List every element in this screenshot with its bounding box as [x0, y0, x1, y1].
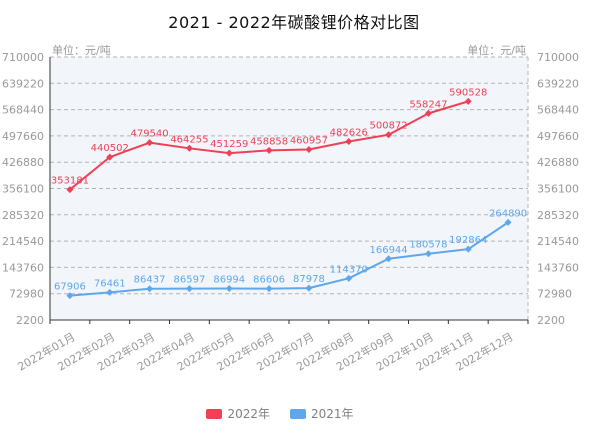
data-point-label: 264890: [489, 208, 527, 219]
y-axis-label-left: 497660: [2, 130, 44, 143]
y-axis-label-left: 2200: [16, 314, 44, 327]
data-point-marker: [464, 97, 472, 105]
legend-label: 2022年: [227, 407, 270, 421]
data-point-label: 464255: [170, 134, 208, 145]
y-axis-label-right: 285320: [537, 209, 579, 222]
data-point-label: 500872: [369, 121, 407, 132]
data-point-marker: [424, 109, 432, 117]
y-axis-label-left: 214540: [2, 235, 44, 248]
data-point-marker: [345, 274, 353, 282]
data-point-label: 590528: [449, 87, 487, 98]
data-point-label: 114370: [330, 264, 368, 275]
data-point-marker: [146, 139, 154, 147]
data-point-label: 67906: [54, 282, 86, 293]
data-point-marker: [305, 146, 313, 154]
legend-item-2021年[interactable]: 2021年: [290, 408, 354, 420]
y-axis-label-left: 639220: [2, 77, 44, 90]
y-axis-label-right: 214540: [537, 235, 579, 248]
data-point-marker: [385, 131, 393, 139]
data-point-marker: [146, 285, 154, 293]
series-line: [68, 221, 510, 297]
data-point-label: 479540: [130, 129, 168, 140]
data-point-marker: [106, 153, 114, 161]
data-point-marker: [66, 292, 74, 300]
y-axis-label-right: 143760: [537, 261, 579, 274]
plot-group: 2200 2200 72980 72980 143760 143760 214540 2145…: [2, 51, 579, 374]
chart-legend: 2022年 2021年: [0, 406, 560, 422]
data-point-label: 460957: [290, 136, 328, 147]
data-point-marker: [185, 285, 193, 293]
data-point-label: 87978: [293, 274, 325, 285]
data-point-label: 440502: [91, 143, 129, 154]
legend-item-2022年[interactable]: 2022年: [206, 408, 270, 420]
y-axis-label-left: 285320: [2, 209, 44, 222]
data-point-label: 76461: [94, 278, 126, 289]
data-point-marker: [265, 146, 273, 154]
y-axis-label-right: 356100: [537, 183, 579, 196]
unit-label-right: 单位：元/吨: [467, 43, 526, 57]
data-point-marker: [345, 137, 353, 145]
data-point-marker: [305, 284, 313, 292]
data-point-label: 180578: [409, 240, 447, 251]
y-axis-label-right: 568440: [537, 104, 579, 117]
data-point-marker: [424, 250, 432, 258]
y-axis-label-left: 356100: [2, 183, 44, 196]
data-point-label: 458858: [250, 136, 288, 147]
y-axis-label-left: 143760: [2, 261, 44, 274]
y-axis-label-right: 426880: [537, 156, 579, 169]
data-point-marker: [66, 186, 74, 194]
data-point-marker: [385, 255, 393, 263]
unit-label-left: 单位：元/吨: [52, 43, 111, 57]
y-axis-label-left: 426880: [2, 156, 44, 169]
y-axis-label-left: 710000: [2, 51, 44, 64]
data-point-marker: [106, 288, 114, 296]
data-point-label: 86994: [213, 274, 245, 285]
data-point-label: 558247: [409, 99, 447, 110]
data-point-marker: [464, 245, 472, 253]
data-point-marker: [225, 284, 233, 292]
legend-label: 2021年: [311, 407, 354, 421]
y-axis-label-right: 72980: [537, 288, 572, 301]
y-axis-label-right: 639220: [537, 77, 579, 90]
data-point-label: 353181: [51, 176, 89, 187]
data-point-label: 451259: [210, 139, 248, 150]
data-point-marker: [265, 285, 273, 293]
data-point-marker: [225, 149, 233, 157]
y-axis-label-right: 2200: [537, 314, 565, 327]
data-point-label: 482626: [330, 127, 368, 138]
data-point-marker: [504, 218, 512, 226]
y-axis-label-right: 710000: [537, 51, 579, 64]
data-point-label: 86597: [174, 275, 206, 286]
legend-swatch: [206, 409, 223, 419]
y-axis-label-left: 568440: [2, 104, 44, 117]
chart-title: 2021 - 2022年碳酸锂价格对比图: [168, 13, 420, 32]
data-point-label: 166944: [369, 245, 407, 256]
line-chart: 2200 2200 72980 72980 143760 143760 214540 2145…: [2, 43, 579, 374]
data-point-label: 86606: [253, 275, 285, 286]
legend-swatch: [290, 409, 306, 419]
data-point-marker: [185, 144, 193, 152]
data-point-label: 86437: [134, 275, 166, 286]
data-point-label: 192864: [449, 235, 487, 246]
y-axis-label-right: 497660: [537, 130, 579, 143]
y-axis-label-left: 72980: [9, 288, 44, 301]
